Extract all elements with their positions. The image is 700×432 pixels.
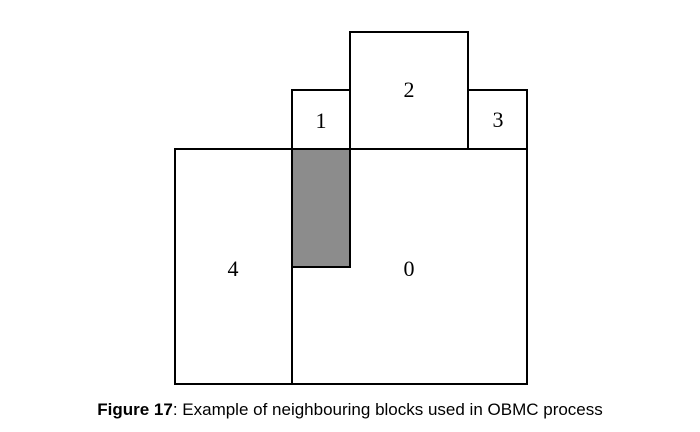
figure-caption: Figure 17: Example of neighbouring block…: [0, 400, 700, 420]
shaded-sub-block: [291, 148, 351, 268]
block-2-label: 2: [404, 77, 415, 102]
block-3: [467, 89, 528, 150]
figure-number: Figure 17: [97, 400, 173, 419]
block-0-label: 0: [404, 256, 415, 281]
caption-text: Example of neighbouring blocks used in O…: [177, 400, 603, 419]
block-1-label: 1: [316, 108, 327, 133]
caption-separator: :: [172, 400, 178, 419]
block-4-label: 4: [228, 256, 239, 281]
block-3-label: 3: [493, 107, 504, 132]
